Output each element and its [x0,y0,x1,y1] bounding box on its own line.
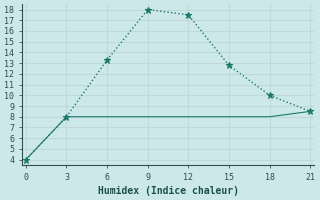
X-axis label: Humidex (Indice chaleur): Humidex (Indice chaleur) [98,186,238,196]
